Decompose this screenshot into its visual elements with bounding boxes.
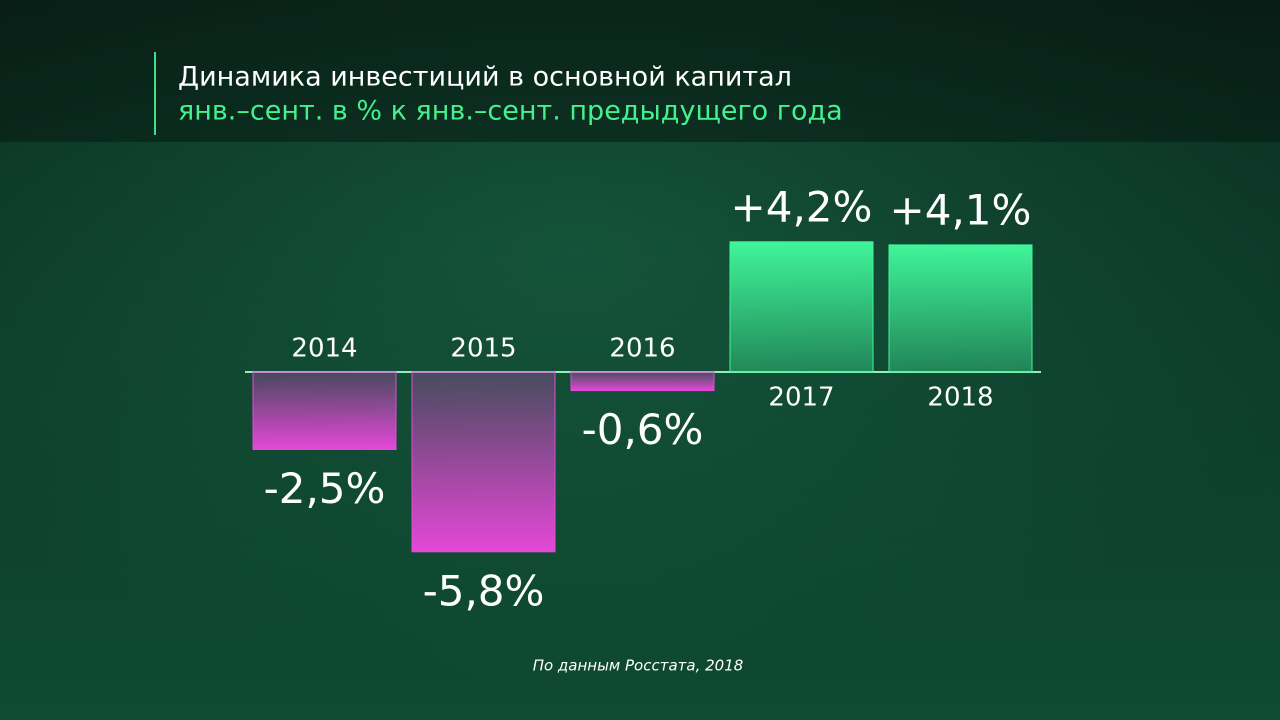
value-label: -2,5% — [264, 464, 386, 513]
bar — [411, 371, 556, 553]
chart-title: Динамика инвестиций в основной капитал — [178, 62, 792, 93]
bar — [888, 244, 1033, 373]
x-tick-label: 2018 — [927, 383, 993, 413]
value-label: -0,6% — [582, 405, 704, 454]
chart-subtitle: янв.–сент. в % к янв.–сент. предыдущего … — [178, 96, 843, 127]
x-tick-label: 2017 — [768, 383, 834, 413]
value-label: +4,1% — [890, 185, 1032, 234]
x-tick-label: 2014 — [291, 334, 357, 364]
bar — [252, 371, 397, 450]
value-label: +4,2% — [731, 182, 873, 231]
value-label: -5,8% — [423, 566, 545, 615]
header-band — [0, 0, 1280, 142]
x-tick-label: 2015 — [450, 334, 516, 364]
x-tick-label: 2016 — [609, 334, 675, 364]
bar — [570, 371, 715, 392]
source-note: По данным Росстата, 2018 — [533, 657, 744, 675]
bar — [729, 241, 874, 373]
